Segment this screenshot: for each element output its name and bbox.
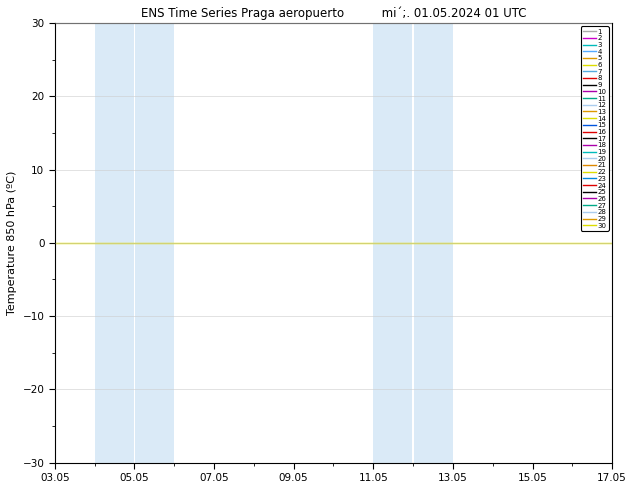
Y-axis label: Temperature 850 hPa (ºC): Temperature 850 hPa (ºC) bbox=[7, 171, 17, 315]
Bar bbox=[135, 23, 174, 463]
Title: ENS Time Series Praga aeropuerto          mi´;. 01.05.2024 01 UTC: ENS Time Series Praga aeropuerto mi´;. 0… bbox=[141, 7, 526, 21]
Bar bbox=[94, 23, 134, 463]
Bar bbox=[373, 23, 412, 463]
Bar bbox=[414, 23, 453, 463]
Legend: 1, 2, 3, 4, 5, 6, 7, 8, 9, 10, 11, 12, 13, 14, 15, 16, 17, 18, 19, 20, 21, 22, 2: 1, 2, 3, 4, 5, 6, 7, 8, 9, 10, 11, 12, 1… bbox=[581, 26, 609, 231]
